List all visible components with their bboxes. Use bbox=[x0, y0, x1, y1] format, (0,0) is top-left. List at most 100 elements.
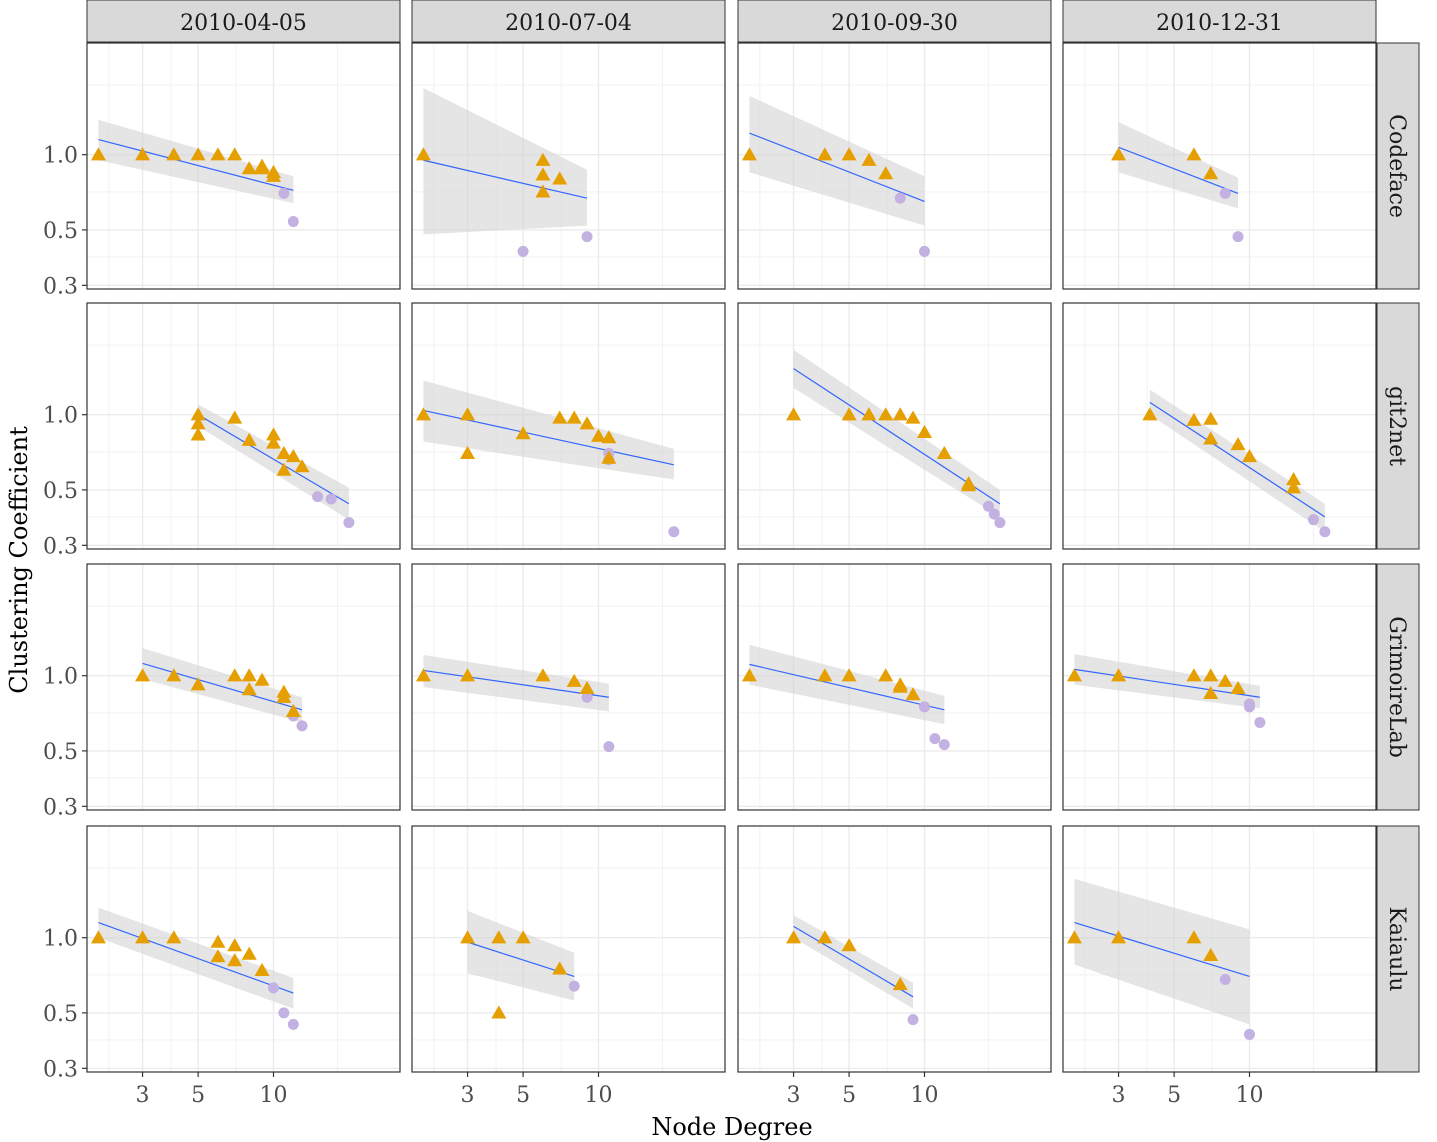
y-tick-label: 0.5 bbox=[43, 740, 78, 765]
y-tick-label: 0.3 bbox=[43, 534, 78, 559]
data-point-triangle bbox=[1203, 947, 1219, 961]
row-strip-label: Kaiaulu bbox=[1384, 906, 1409, 991]
data-point-circle bbox=[568, 980, 580, 992]
row-strip bbox=[1376, 563, 1420, 811]
data-point-triangle bbox=[241, 668, 257, 682]
confidence-band bbox=[749, 95, 925, 226]
column-strip-label: 2010-04-05 bbox=[180, 11, 307, 36]
row-strip-label: GrimoireLab bbox=[1384, 616, 1409, 758]
data-point-circle bbox=[296, 720, 308, 732]
data-point-triangle bbox=[878, 166, 894, 180]
panel bbox=[1062, 302, 1377, 550]
data-point-triangle bbox=[552, 961, 568, 975]
data-point-triangle bbox=[227, 953, 243, 967]
data-point-triangle bbox=[515, 930, 531, 944]
data-point-triangle bbox=[265, 435, 281, 449]
data-point-triangle bbox=[276, 445, 292, 460]
panel-border bbox=[86, 42, 401, 290]
data-point-triangle bbox=[566, 410, 582, 424]
panel-border bbox=[86, 825, 401, 1073]
data-point-triangle bbox=[166, 668, 182, 682]
data-point-circle bbox=[343, 517, 355, 529]
data-point-circle bbox=[1232, 231, 1244, 243]
data-point-triangle bbox=[227, 147, 243, 161]
data-point-triangle bbox=[1203, 668, 1219, 682]
data-point-triangle bbox=[285, 449, 301, 463]
data-point-triangle bbox=[460, 407, 476, 421]
panels bbox=[86, 42, 1377, 1073]
data-point-triangle bbox=[294, 459, 310, 473]
fit-line bbox=[1074, 921, 1250, 977]
data-point-triangle bbox=[166, 930, 182, 944]
data-point-triangle bbox=[1203, 166, 1219, 180]
y-tick-label: 0.3 bbox=[43, 795, 78, 820]
data-point-triangle bbox=[190, 407, 206, 421]
fit-line bbox=[423, 669, 609, 698]
y-axis: 0.3 0.5 1.0 0.3 0.5 1.0 0.3 0.5 1.0 0.3 0.5 1.0 bbox=[43, 144, 87, 1082]
data-point-triangle bbox=[878, 407, 894, 421]
confidence-band bbox=[1074, 878, 1250, 1025]
data-point-triangle bbox=[552, 171, 568, 185]
data-point-triangle bbox=[817, 668, 833, 682]
data-point-circle bbox=[278, 187, 290, 199]
fit-line bbox=[98, 921, 294, 994]
data-point-triangle bbox=[254, 962, 270, 976]
data-point-triangle bbox=[579, 680, 595, 694]
data-point-triangle bbox=[841, 147, 857, 161]
data-point-triangle bbox=[190, 427, 206, 441]
x-tick-label: 5 bbox=[842, 1083, 856, 1108]
data-point-triangle bbox=[1230, 680, 1246, 694]
panel-border bbox=[411, 825, 726, 1073]
data-point-triangle bbox=[579, 416, 595, 430]
data-point-triangle bbox=[1142, 407, 1158, 421]
panel bbox=[411, 302, 726, 550]
row-strip bbox=[1376, 825, 1420, 1073]
data-point-triangle bbox=[254, 158, 270, 172]
data-point-triangle bbox=[841, 938, 857, 952]
panel bbox=[1062, 42, 1377, 290]
column-strip bbox=[737, 0, 1052, 43]
panel-border bbox=[411, 302, 726, 550]
data-point-triangle bbox=[916, 424, 932, 438]
panel-border bbox=[1062, 825, 1377, 1073]
panel-border bbox=[411, 42, 726, 290]
y-tick-label: 0.3 bbox=[43, 1057, 78, 1082]
panel-border bbox=[1062, 42, 1377, 290]
fit-line bbox=[1118, 146, 1239, 194]
data-point-triangle bbox=[1230, 436, 1246, 451]
data-point-triangle bbox=[210, 949, 226, 963]
row-strips: Codeface git2net GrimoireLab Kaiaulu bbox=[1376, 42, 1420, 1073]
data-point-triangle bbox=[241, 946, 257, 960]
data-point-triangle bbox=[190, 147, 206, 161]
data-point-triangle bbox=[166, 147, 182, 161]
column-strips: 2010-04-05 2010-07-04 2010-09-30 2010-12-31 bbox=[86, 0, 1377, 43]
data-point-circle bbox=[581, 231, 593, 243]
data-point-triangle bbox=[905, 687, 921, 701]
data-point-triangle bbox=[552, 410, 568, 424]
data-point-circle bbox=[312, 491, 324, 503]
x-tick-label: 10 bbox=[259, 1083, 287, 1108]
data-point-triangle bbox=[135, 668, 151, 682]
panel bbox=[737, 825, 1052, 1073]
fit-line bbox=[793, 368, 1001, 505]
panel-background bbox=[412, 826, 725, 1072]
data-point-triangle bbox=[1111, 147, 1127, 161]
panel bbox=[86, 825, 401, 1073]
x-tick-label: 5 bbox=[516, 1083, 530, 1108]
data-point-triangle bbox=[535, 184, 551, 198]
y-tick-label: 0.3 bbox=[43, 274, 78, 299]
fit-line bbox=[1149, 401, 1326, 518]
panel-border bbox=[737, 825, 1052, 1073]
y-tick-label: 1.0 bbox=[43, 404, 78, 429]
fit-line bbox=[197, 414, 350, 505]
data-point-circle bbox=[1219, 974, 1231, 986]
confidence-band bbox=[1118, 122, 1239, 209]
fit-line bbox=[749, 663, 945, 711]
data-point-circle bbox=[517, 245, 529, 257]
data-point-triangle bbox=[601, 450, 617, 464]
data-point-triangle bbox=[936, 445, 952, 460]
x-tick-label: 3 bbox=[461, 1083, 475, 1108]
data-point-circle bbox=[1254, 716, 1266, 728]
data-point-triangle bbox=[460, 668, 476, 682]
fit-line bbox=[749, 132, 925, 202]
